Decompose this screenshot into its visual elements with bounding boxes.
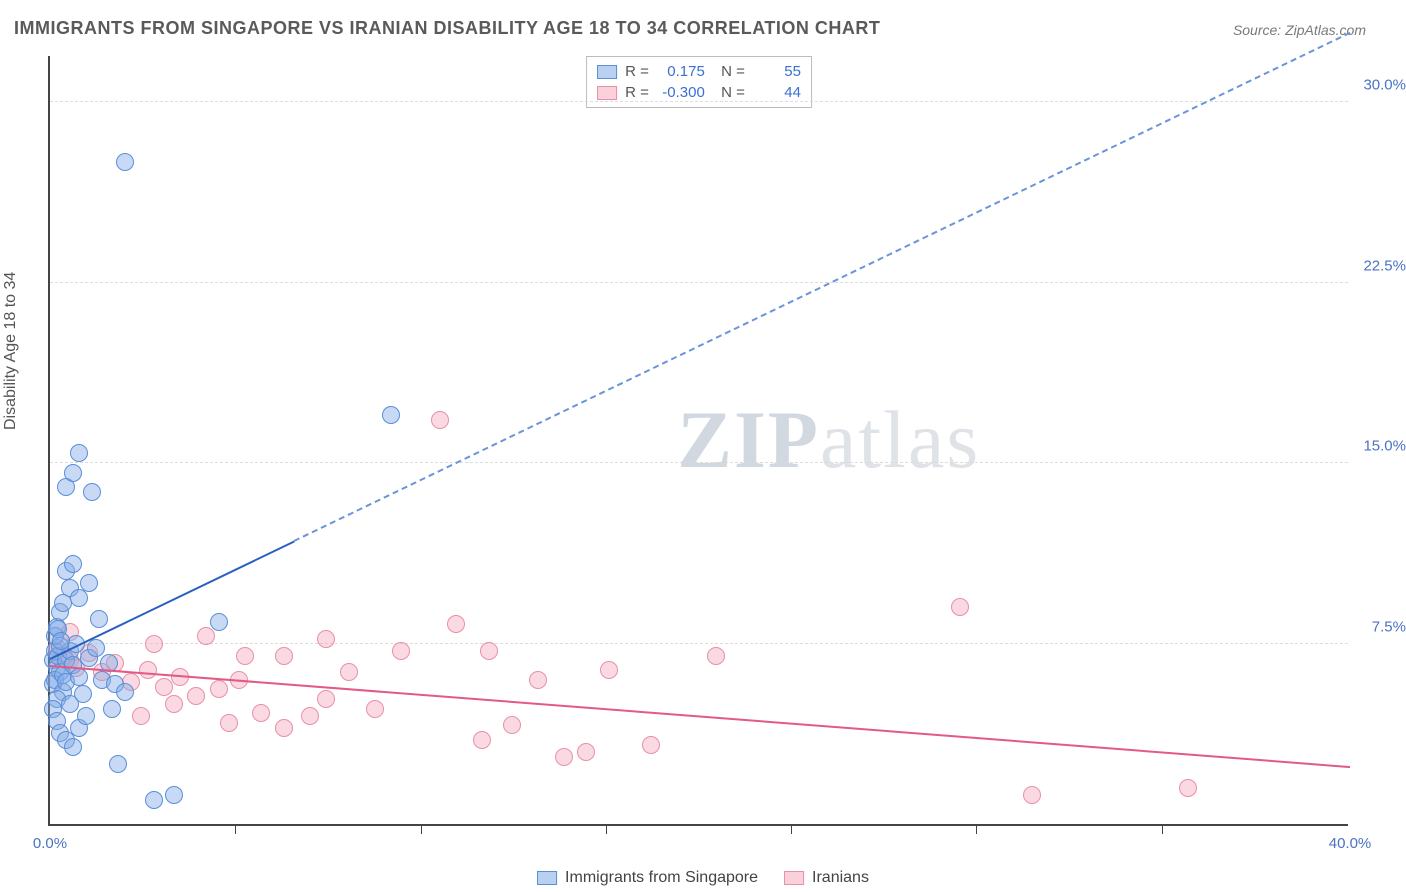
gridline xyxy=(50,643,1348,644)
data-point xyxy=(145,791,163,809)
data-point xyxy=(64,555,82,573)
data-point xyxy=(707,647,725,665)
stat-n-singapore: 55 xyxy=(753,61,801,82)
legend-item-singapore: Immigrants from Singapore xyxy=(537,869,758,887)
xtick-label: 0.0% xyxy=(33,835,67,852)
data-point xyxy=(87,639,105,657)
watermark-atlas: atlas xyxy=(820,394,980,485)
xtick-minor xyxy=(1162,824,1163,834)
data-point xyxy=(64,464,82,482)
data-point xyxy=(103,700,121,718)
stat-n-label: N = xyxy=(713,82,745,103)
swatch-iranians xyxy=(784,871,804,885)
data-point xyxy=(317,630,335,648)
stat-r-singapore: 0.175 xyxy=(657,61,705,82)
watermark-zip: ZIP xyxy=(677,394,820,485)
xtick-minor xyxy=(606,824,607,834)
xtick-minor xyxy=(791,824,792,834)
data-point xyxy=(382,406,400,424)
legend-item-iranians: Iranians xyxy=(784,869,869,887)
data-point xyxy=(366,700,384,718)
stats-row-iranians: R = -0.300 N = 44 xyxy=(597,82,801,103)
data-point xyxy=(139,661,157,679)
data-point xyxy=(165,786,183,804)
data-point xyxy=(187,687,205,705)
xtick-minor xyxy=(421,824,422,834)
data-point xyxy=(431,411,449,429)
data-point xyxy=(275,647,293,665)
data-point xyxy=(70,444,88,462)
plot-area: ZIPatlas R = 0.175 N = 55 R = -0.300 N =… xyxy=(48,56,1348,826)
data-point xyxy=(555,748,573,766)
data-point xyxy=(64,738,82,756)
data-point xyxy=(116,683,134,701)
data-point xyxy=(83,483,101,501)
xtick-minor xyxy=(976,824,977,834)
stat-n-iranians: 44 xyxy=(753,82,801,103)
bottom-legend: Immigrants from Singapore Iranians xyxy=(537,869,869,887)
data-point xyxy=(447,615,465,633)
data-point xyxy=(77,707,95,725)
stat-n-label: N = xyxy=(713,61,745,82)
ytick-label: 22.5% xyxy=(1363,257,1406,274)
ytick-label: 15.0% xyxy=(1363,438,1406,455)
data-point xyxy=(480,642,498,660)
data-point xyxy=(301,707,319,725)
chart-title: IMMIGRANTS FROM SINGAPORE VS IRANIAN DIS… xyxy=(14,18,880,39)
watermark: ZIPatlas xyxy=(677,393,980,487)
data-point xyxy=(210,680,228,698)
data-point xyxy=(220,714,238,732)
data-point xyxy=(529,671,547,689)
data-point xyxy=(317,690,335,708)
data-point xyxy=(600,661,618,679)
stat-r-label: R = xyxy=(625,82,649,103)
data-point xyxy=(210,613,228,631)
stat-r-iranians: -0.300 xyxy=(657,82,705,103)
xtick-label: 40.0% xyxy=(1329,835,1372,852)
data-point xyxy=(80,574,98,592)
swatch-singapore xyxy=(597,65,617,79)
data-point xyxy=(116,153,134,171)
trend-line xyxy=(293,32,1350,542)
data-point xyxy=(52,632,70,650)
data-point xyxy=(473,731,491,749)
data-point xyxy=(90,610,108,628)
data-point xyxy=(340,663,358,681)
data-point xyxy=(197,627,215,645)
ytick-label: 7.5% xyxy=(1372,618,1406,635)
data-point xyxy=(275,719,293,737)
data-point xyxy=(236,647,254,665)
swatch-singapore xyxy=(537,871,557,885)
stats-row-singapore: R = 0.175 N = 55 xyxy=(597,61,801,82)
xtick-minor xyxy=(235,824,236,834)
gridline xyxy=(50,462,1348,463)
gridline xyxy=(50,101,1348,102)
stat-r-label: R = xyxy=(625,61,649,82)
data-point xyxy=(1179,779,1197,797)
data-point xyxy=(252,704,270,722)
legend-label-iranians: Iranians xyxy=(812,869,869,887)
data-point xyxy=(74,685,92,703)
legend-label-singapore: Immigrants from Singapore xyxy=(565,869,758,887)
data-point xyxy=(392,642,410,660)
data-point xyxy=(109,755,127,773)
ytick-label: 30.0% xyxy=(1363,77,1406,94)
data-point xyxy=(155,678,173,696)
data-point xyxy=(145,635,163,653)
gridline xyxy=(50,282,1348,283)
swatch-iranians xyxy=(597,86,617,100)
data-point xyxy=(165,695,183,713)
data-point xyxy=(503,716,521,734)
data-point xyxy=(1023,786,1041,804)
data-point xyxy=(642,736,660,754)
data-point xyxy=(132,707,150,725)
y-axis-label: Disability Age 18 to 34 xyxy=(2,272,20,430)
data-point xyxy=(951,598,969,616)
trend-line xyxy=(50,665,1350,768)
data-point xyxy=(577,743,595,761)
data-point xyxy=(70,668,88,686)
